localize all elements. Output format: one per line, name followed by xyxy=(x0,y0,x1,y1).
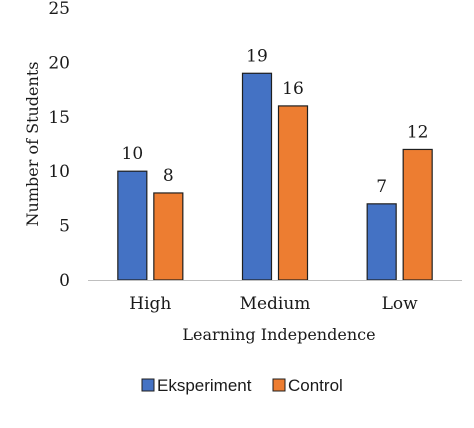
bar-eksperiment-low xyxy=(366,203,397,281)
y-axis-ticks: 0 5 10 15 20 25 xyxy=(48,0,70,291)
bar-control-high xyxy=(153,192,184,281)
legend: Eksperiment Control xyxy=(141,376,343,395)
bar-control-medium xyxy=(277,105,309,281)
data-label: 16 xyxy=(282,79,304,99)
y-tick-label: 5 xyxy=(59,217,70,237)
y-tick-label: 25 xyxy=(48,0,70,19)
bar-eksperiment-medium xyxy=(241,72,273,281)
legend-swatch-control xyxy=(272,378,286,392)
bars xyxy=(117,72,433,281)
legend-label-eksperiment: Eksperiment xyxy=(157,376,252,395)
bar-control-low xyxy=(402,148,433,281)
data-label: 19 xyxy=(246,46,268,66)
data-label: 7 xyxy=(376,177,387,197)
data-label: 12 xyxy=(407,122,429,142)
x-tick-label: High xyxy=(129,294,171,314)
x-axis-ticks: High Medium Low xyxy=(129,294,418,314)
data-label: 8 xyxy=(163,166,174,186)
x-axis-title: Learning Independence xyxy=(182,325,375,344)
legend-swatch-eksperiment xyxy=(141,378,155,392)
y-tick-label: 15 xyxy=(48,108,70,128)
y-tick-label: 20 xyxy=(48,53,70,73)
data-label: 10 xyxy=(122,144,144,164)
legend-label-control: Control xyxy=(288,376,343,395)
bar-eksperiment-high xyxy=(117,170,148,281)
x-tick-label: Medium xyxy=(240,294,311,314)
data-labels: 10 8 19 16 7 12 xyxy=(122,46,429,197)
y-tick-label: 0 xyxy=(59,271,70,291)
x-tick-label: Low xyxy=(382,294,419,314)
y-tick-label: 10 xyxy=(48,162,70,182)
y-axis-title: Number of Students xyxy=(23,62,42,227)
